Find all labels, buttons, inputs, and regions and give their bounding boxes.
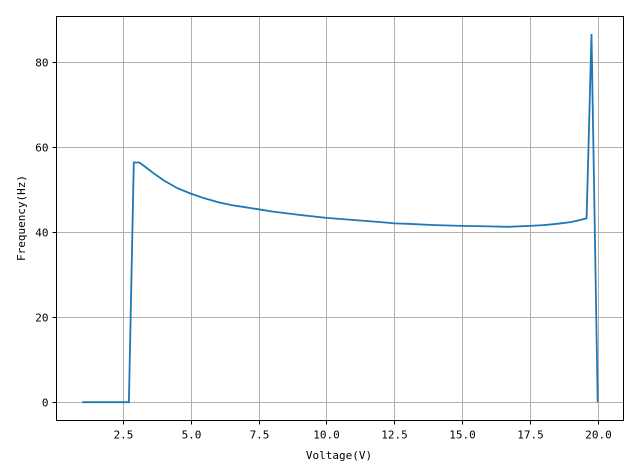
ticks: 2.5 5.0 7.5 10.0 12.5 15.0 17.5 20.0 0 20 40 60 80 — [35, 57, 612, 442]
x-tick-label: 5.0 — [182, 429, 202, 442]
plot-frame — [56, 16, 624, 421]
x-tick-label: 17.5 — [517, 429, 544, 442]
x-tick-label: 2.5 — [114, 429, 134, 442]
series-line — [82, 33, 599, 404]
y-tick-label: 60 — [35, 142, 48, 155]
y-tick-label: 0 — [42, 397, 49, 410]
x-tick-label: 12.5 — [381, 429, 408, 442]
x-tick-label: 20.0 — [585, 429, 612, 442]
y-tick-label: 80 — [35, 57, 48, 70]
y-tick-label: 40 — [35, 227, 48, 240]
y-axis-label: Frequency(Hz) — [15, 175, 28, 261]
x-axis-label: Voltage(V) — [306, 449, 372, 462]
y-tick-label: 20 — [35, 312, 48, 325]
x-tick-label: 15.0 — [449, 429, 476, 442]
x-tick-label: 7.5 — [250, 429, 270, 442]
grid — [56, 16, 624, 421]
x-tick-label: 10.0 — [313, 429, 340, 442]
